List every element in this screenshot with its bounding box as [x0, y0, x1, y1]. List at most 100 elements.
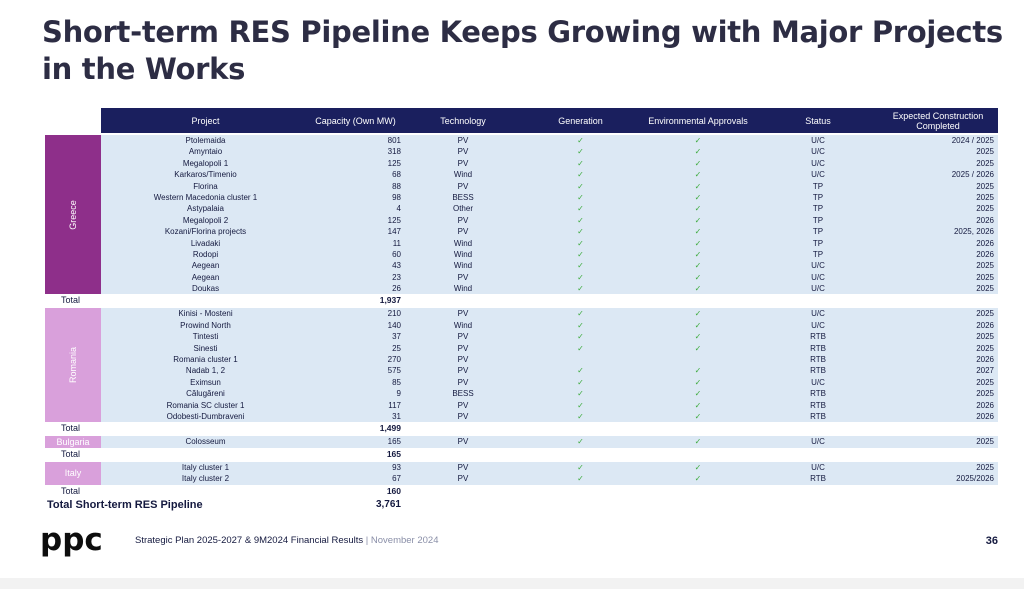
expected-cell: 2025, 2026: [953, 227, 994, 237]
generation-check-icon: ✓: [577, 204, 584, 214]
project-cell: Colosseum: [185, 437, 226, 447]
generation-check-icon: ✓: [577, 158, 584, 168]
total-value: 160: [386, 485, 401, 496]
environmental-check-icon: ✓: [694, 272, 702, 282]
project-cell: Astypalaia: [187, 204, 224, 214]
table-header: Project Capacity (Own MW) Technology Gen…: [43, 108, 998, 133]
table-row: Aegean 43 Wind U/C 2025 ✓ ✓: [43, 260, 998, 271]
status-cell: TP: [812, 249, 824, 259]
table-row: Florina 88 PV TP 2025 ✓ ✓: [43, 181, 998, 192]
technology-cell: Wind: [453, 284, 473, 294]
technology-cell: PV: [457, 437, 469, 447]
technology-cell: BESS: [452, 192, 474, 202]
status-cell: TP: [812, 192, 824, 202]
table-row: Colosseum 165 PV U/C 2025 ✓ ✓: [43, 436, 998, 447]
total-label: Total: [61, 485, 81, 496]
expected-cell: 2025 / 2026: [951, 170, 994, 180]
environmental-check-icon: ✓: [694, 343, 702, 353]
project-cell: Sinesti: [193, 343, 218, 353]
project-cell: Doukas: [191, 284, 220, 294]
total-row: Total 1,499: [43, 422, 998, 434]
status-cell: RTB: [810, 389, 826, 399]
project-cell: Florina: [193, 181, 218, 191]
environmental-check-icon: ✓: [694, 462, 702, 472]
capacity-cell: 98: [392, 192, 401, 202]
table-row: Odobesti-Dumbraveni 31 PV RTB 2026 ✓ ✓: [43, 411, 998, 422]
technology-cell: PV: [457, 181, 469, 191]
project-cell: Odobesti-Dumbraveni: [166, 411, 245, 421]
project-cell: Amyntaio: [188, 147, 223, 157]
technology-cell: Wind: [453, 170, 473, 180]
environmental-check-icon: ✓: [694, 215, 702, 225]
status-cell: U/C: [811, 284, 825, 294]
header-status: Status: [805, 115, 831, 126]
project-cell: Romania cluster 1: [173, 355, 238, 365]
project-cell: Megalopoli 1: [182, 158, 229, 168]
environmental-check-icon: ✓: [694, 411, 702, 421]
header-background: [101, 108, 998, 133]
expected-cell: 2025: [976, 192, 994, 202]
table-row: Karkaros/Timenio 68 Wind U/C 2025 / 2026 ✓ ✓: [43, 169, 998, 180]
environmental-check-icon: ✓: [694, 366, 702, 376]
capacity-cell: 25: [392, 343, 401, 353]
total-value: 1,937: [379, 295, 401, 306]
group-bulgaria: Bulgaria Colosseum 165 PV U/C 2025 ✓ ✓: [43, 436, 998, 448]
generation-check-icon: ✓: [577, 249, 584, 259]
pipeline-table: Project Capacity (Own MW) Technology Gen…: [43, 108, 998, 512]
capacity-cell: 88: [392, 181, 401, 191]
table-row: Megalopoli 2 125 PV TP 2026 ✓ ✓: [43, 215, 998, 226]
technology-cell: PV: [457, 474, 469, 484]
status-cell: U/C: [811, 136, 825, 145]
bottom-strip: [0, 578, 1024, 589]
expected-cell: 2025: [976, 343, 994, 353]
capacity-cell: 11: [392, 238, 401, 248]
capacity-cell: 575: [387, 366, 401, 376]
capacity-cell: 318: [387, 147, 401, 157]
generation-check-icon: ✓: [577, 320, 584, 330]
environmental-check-icon: ✓: [694, 192, 702, 202]
generation-check-icon: ✓: [577, 272, 584, 282]
environmental-check-icon: ✓: [694, 170, 702, 180]
expected-cell: 2025: [976, 284, 994, 294]
table-row: Aegean 23 PV U/C 2025 ✓ ✓: [43, 272, 998, 283]
environmental-check-icon: ✓: [694, 147, 702, 157]
generation-check-icon: ✓: [577, 389, 584, 399]
environmental-check-icon: ✓: [694, 136, 702, 145]
group-band: [101, 461, 998, 485]
generation-check-icon: ✓: [577, 343, 584, 353]
status-cell: TP: [812, 227, 824, 237]
total-row: Total 160: [43, 485, 998, 497]
project-cell: Nadab 1, 2: [185, 366, 226, 376]
group-band: [101, 308, 998, 423]
expected-cell: 2024 / 2025: [951, 136, 994, 145]
generation-check-icon: ✓: [577, 238, 584, 248]
capacity-cell: 26: [392, 284, 401, 294]
status-cell: U/C: [811, 272, 825, 282]
footer-separator: |: [363, 535, 371, 546]
project-cell: Tintesti: [192, 332, 219, 342]
capacity-cell: 4: [396, 204, 401, 214]
group-greece: Greece Ptolemaida 801 PV U/C 2024 / 2025 ✓ ✓ Amy…: [43, 135, 998, 295]
environmental-check-icon: ✓: [694, 309, 702, 319]
technology-cell: PV: [457, 272, 469, 282]
project-cell: Aegean: [191, 261, 220, 271]
project-cell: Aegean: [191, 272, 220, 282]
total-label: Total: [61, 423, 81, 434]
environmental-check-icon: ✓: [694, 204, 702, 214]
project-cell: Kozani/Florina projects: [164, 227, 247, 237]
generation-check-icon: ✓: [577, 366, 584, 376]
country-label-romania: Romania: [45, 308, 101, 423]
table-row: Romania cluster 1 270 PV RTB 2026: [43, 354, 998, 365]
project-cell: Călugăreni: [186, 389, 225, 399]
capacity-cell: 147: [387, 227, 401, 237]
capacity-cell: 210: [387, 309, 401, 319]
header-expected: Expected Construction Completed: [892, 110, 984, 131]
environmental-check-icon: ✓: [694, 389, 702, 399]
expected-cell: 2025: [976, 332, 994, 342]
project-cell: Prowind North: [180, 320, 231, 330]
capacity-cell: 43: [392, 261, 401, 271]
technology-cell: Wind: [453, 261, 473, 271]
capacity-cell: 93: [392, 462, 401, 472]
technology-cell: PV: [457, 462, 469, 472]
status-cell: U/C: [811, 170, 825, 180]
